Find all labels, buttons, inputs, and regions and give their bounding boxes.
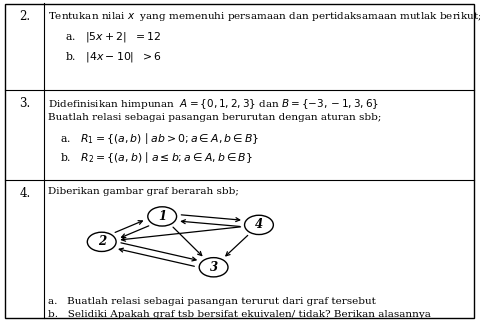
Text: 4: 4 bbox=[255, 218, 263, 231]
Text: a.   Buatlah relasi sebagai pasangan terurut dari graf tersebut: a. Buatlah relasi sebagai pasangan terur… bbox=[48, 297, 376, 306]
Text: 4.: 4. bbox=[19, 187, 31, 200]
Text: Didefinisikan himpunan  $A = \{0,1,2,3\}$ dan $B = \{-3,-1,3,6\}$: Didefinisikan himpunan $A = \{0,1,2,3\}$… bbox=[48, 97, 379, 111]
Circle shape bbox=[148, 207, 177, 226]
Circle shape bbox=[245, 215, 274, 235]
Text: 1: 1 bbox=[158, 210, 166, 223]
Text: 2: 2 bbox=[97, 235, 106, 248]
Text: 2.: 2. bbox=[19, 10, 31, 23]
Text: 3.: 3. bbox=[19, 97, 31, 110]
Text: a.   $|5x+2|$  $= 12$: a. $|5x+2|$ $= 12$ bbox=[65, 30, 161, 45]
Text: Tentukan nilai $x$  yang memenuhi persamaan dan pertidaksamaan mutlak berikut;: Tentukan nilai $x$ yang memenuhi persama… bbox=[48, 10, 480, 23]
Text: a.   $R_1 = \{(a,b)\mid ab > 0; a \in A, b \in B\}$: a. $R_1 = \{(a,b)\mid ab > 0; a \in A, b… bbox=[60, 131, 259, 146]
Circle shape bbox=[87, 232, 116, 251]
Text: b.   $|4x-10|$  $> 6$: b. $|4x-10|$ $> 6$ bbox=[65, 50, 162, 64]
Text: Diberikan gambar graf berarah sbb;: Diberikan gambar graf berarah sbb; bbox=[48, 187, 239, 196]
Text: b.   $R_2 = \{(a,b)\mid a \leq b; a \in A, b \in B\}$: b. $R_2 = \{(a,b)\mid a \leq b; a \in A,… bbox=[60, 150, 253, 165]
Text: b.   Selidiki Apakah graf tsb bersifat ekuivalen/ tidak? Berikan alasannya: b. Selidiki Apakah graf tsb bersifat eku… bbox=[48, 310, 431, 319]
Text: Buatlah relasi sebagai pasangan berurutan dengan aturan sbb;: Buatlah relasi sebagai pasangan beruruta… bbox=[48, 113, 382, 122]
Circle shape bbox=[199, 258, 228, 277]
Text: 3: 3 bbox=[210, 261, 217, 274]
FancyArrowPatch shape bbox=[210, 266, 221, 273]
FancyArrowPatch shape bbox=[158, 211, 169, 217]
